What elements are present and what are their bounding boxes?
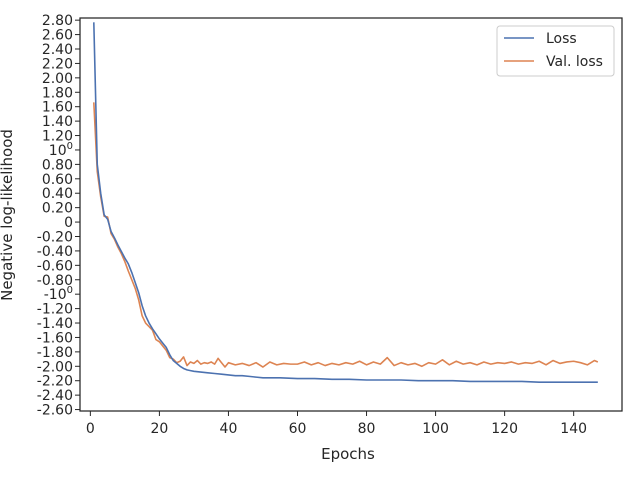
y-tick-label: 2.80	[42, 13, 73, 29]
y-tick-label: -1.80	[37, 345, 73, 361]
y-tick-label: -2.20	[37, 374, 73, 390]
y-tick-label: -0.80	[37, 273, 73, 289]
x-tick-label: 0	[86, 421, 95, 437]
y-tick-label: 0.40	[42, 186, 73, 202]
y-tick-label: 0.20	[42, 201, 73, 217]
y-tick-label: -100	[44, 285, 73, 303]
y-tick-label: 2.60	[42, 28, 73, 44]
y-tick-label: 2.40	[42, 42, 73, 58]
y-tick-label: -1.20	[37, 302, 73, 318]
y-tick-label: -2.40	[37, 388, 73, 404]
y-tick-label: -0.20	[37, 229, 73, 245]
y-tick-label: 0	[64, 215, 73, 231]
y-tick-label: 2.00	[42, 71, 73, 87]
y-axis-label: Negative log-likelihood	[0, 129, 16, 301]
y-tick-label: 1.20	[42, 129, 73, 145]
legend-loss-label: Loss	[546, 31, 577, 47]
x-tick-label: 80	[358, 421, 376, 437]
y-tick-label: -1.40	[37, 316, 73, 332]
y-axis: 2.802.602.402.202.001.801.601.401.201000…	[37, 13, 80, 419]
y-tick-label: 0.80	[42, 157, 73, 173]
y-tick-label: -1.60	[37, 330, 73, 346]
y-tick-label: -0.40	[37, 244, 73, 260]
legend: Loss Val. loss	[496, 25, 615, 77]
y-tick-label: 1.60	[42, 100, 73, 116]
x-tick-label: 20	[150, 421, 168, 437]
y-tick-label: 1.40	[42, 114, 73, 130]
val-loss-line	[93, 102, 599, 368]
y-tick-label: 2.20	[42, 56, 73, 72]
y-tick-label: 0.60	[42, 172, 73, 188]
plot-frame	[79, 17, 623, 412]
y-tick-label: -2.60	[37, 403, 73, 419]
x-tick-label: 40	[220, 421, 238, 437]
x-tick-label: 120	[491, 421, 518, 437]
x-tick-label: 100	[422, 421, 449, 437]
loss-line	[93, 22, 598, 383]
y-tick-label: -0.60	[37, 258, 73, 274]
x-axis: 0 20 40 60 80 100 120 140	[86, 411, 587, 437]
y-tick-label: -2.00	[37, 359, 73, 375]
legend-val-loss-label: Val. loss	[546, 54, 603, 70]
x-tick-label: 140	[560, 421, 587, 437]
series-layer	[93, 22, 599, 383]
x-axis-label: Epochs	[321, 445, 375, 463]
x-tick-label: 60	[289, 421, 307, 437]
y-tick-label: 1.80	[42, 85, 73, 101]
